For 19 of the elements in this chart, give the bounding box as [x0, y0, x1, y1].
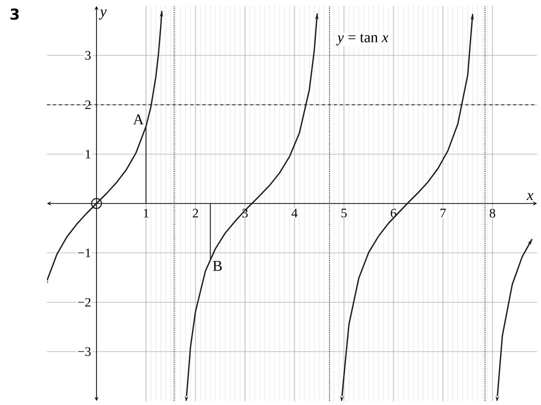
x-tick-label: 1: [144, 208, 148, 218]
x-tick-label: 4: [291, 208, 298, 218]
x-axis-title: x: [526, 193, 534, 200]
x-tick-label: 3: [242, 208, 248, 218]
x-tick-label: 5: [341, 208, 347, 218]
x-tick-label: 8: [490, 208, 496, 218]
annotation: A: [133, 114, 144, 124]
y-tick-label: −2: [78, 298, 90, 307]
y-tick-label: 3: [85, 51, 91, 60]
x-tick-label: 7: [440, 208, 446, 218]
y-tick-label: −1: [78, 248, 90, 258]
annotation: y = tan x: [336, 34, 388, 46]
x-tick-label: 2: [192, 208, 198, 218]
y-axis-title: y: [98, 10, 107, 20]
y-tick-label: 2: [85, 100, 90, 110]
chart-title: 3: [10, 8, 19, 20]
y-tick-label: 1: [86, 150, 90, 158]
annotation: B: [212, 260, 222, 271]
y-tick-label: −3: [78, 347, 91, 356]
